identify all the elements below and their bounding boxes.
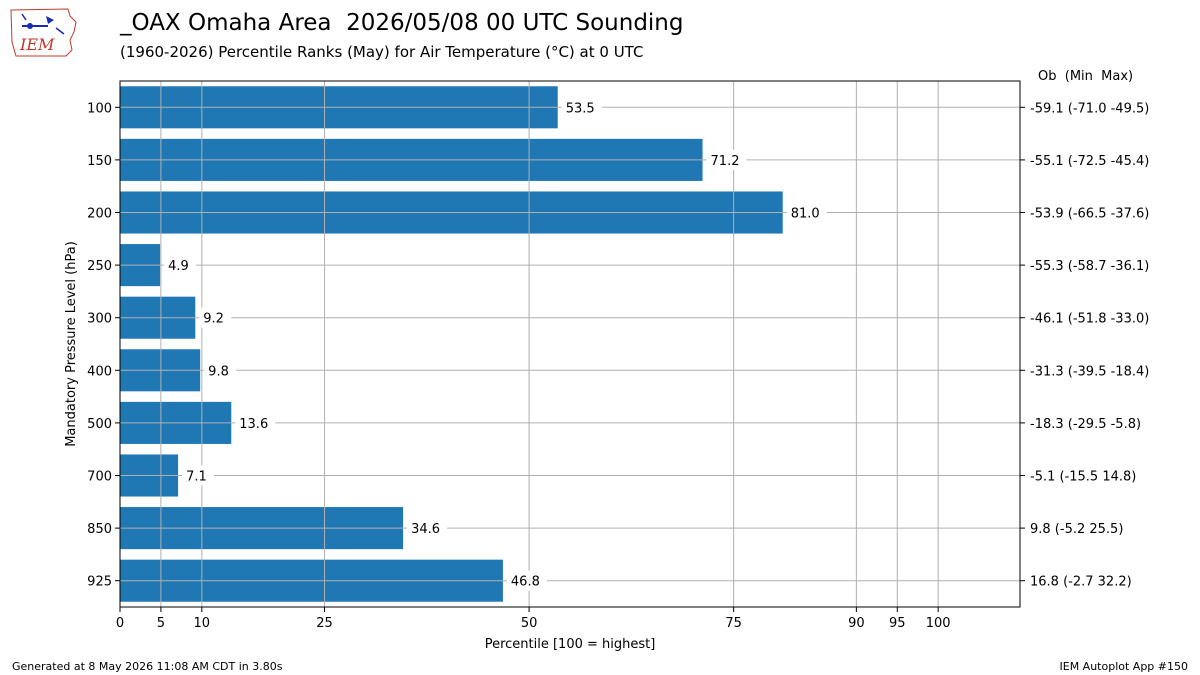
x-tick-label-75: 75 [725, 616, 742, 631]
x-tick-label-95: 95 [889, 616, 906, 631]
x-tick-label-10: 10 [194, 616, 211, 631]
value-label-100: 53.5 [566, 101, 595, 116]
right-label-850: 9.8 (-5.2 25.5) [1030, 522, 1123, 537]
value-label-250: 4.9 [168, 259, 189, 274]
x-axis-label: Percentile [100 = highest] [485, 637, 656, 652]
right-label-150: -55.1 (-72.5 -45.4) [1030, 154, 1149, 169]
right-label-250: -55.3 (-58.7 -36.1) [1030, 259, 1149, 274]
right-label-500: -18.3 (-29.5 -5.8) [1030, 417, 1141, 432]
y-tick-label-500: 500 [87, 417, 112, 432]
chart-subtitle: (1960-2026) Percentile Ranks (May) for A… [120, 43, 644, 61]
y-tick-label-700: 700 [87, 470, 112, 485]
value-label-300: 9.2 [203, 312, 224, 327]
generated-footer: Generated at 8 May 2026 11:08 AM CDT in … [12, 660, 283, 673]
right-label-200: -53.9 (-66.5 -37.6) [1030, 207, 1149, 222]
x-tick-label-0: 0 [116, 616, 124, 631]
iem-logo: IEM [8, 6, 80, 62]
value-label-bg-500 [235, 412, 276, 433]
right-label-100: -59.1 (-71.0 -49.5) [1030, 101, 1149, 116]
y-tick-label-400: 400 [87, 364, 112, 379]
value-label-200: 81.0 [791, 207, 820, 222]
value-label-bg-850 [407, 518, 448, 539]
x-tick-label-90: 90 [848, 616, 865, 631]
right-label-300: -46.1 (-51.8 -33.0) [1030, 312, 1149, 327]
y-tick-label-925: 925 [87, 575, 112, 590]
chart-title: _OAX Omaha Area 2026/05/08 00 UTC Soundi… [120, 10, 684, 36]
right-label-925: 16.8 (-2.7 32.2) [1030, 575, 1132, 590]
plot-frame [119, 80, 1021, 608]
x-tick-label-50: 50 [521, 616, 538, 631]
value-label-bg-400 [204, 360, 237, 381]
y-tick-label-250: 250 [87, 259, 112, 274]
value-label-850: 34.6 [411, 522, 440, 537]
y-tick-label-850: 850 [87, 522, 112, 537]
y-tick-label-150: 150 [87, 154, 112, 169]
app-footer: IEM Autoplot App #150 [1059, 660, 1189, 673]
y-tick-label-200: 200 [87, 207, 112, 222]
iem-iowa-logo-icon: IEM [10, 8, 77, 57]
value-label-bg-100 [561, 97, 602, 118]
value-label-bg-250 [164, 255, 197, 276]
x-tick-label-5: 5 [157, 616, 165, 631]
right-label-700: -5.1 (-15.5 14.8) [1030, 470, 1136, 485]
right-column-header: Ob (Min Max) [1038, 69, 1133, 84]
y-axis-label: Mandatory Pressure Level (hPa) [64, 241, 79, 447]
x-tick-label-100: 100 [926, 616, 951, 631]
value-label-500: 13.6 [239, 417, 268, 432]
value-label-700: 7.1 [186, 470, 207, 485]
value-label-150: 71.2 [711, 154, 740, 169]
right-label-400: -31.3 (-39.5 -18.4) [1030, 364, 1149, 379]
value-label-bg-300 [199, 307, 232, 328]
value-label-bg-700 [182, 465, 215, 486]
y-tick-label-300: 300 [87, 312, 112, 327]
value-label-925: 46.8 [511, 575, 540, 590]
x-tick-label-25: 25 [316, 616, 333, 631]
value-label-bg-925 [506, 570, 547, 591]
value-label-bg-200 [786, 202, 827, 223]
value-label-400: 9.8 [208, 364, 229, 379]
svg-text:IEM: IEM [19, 35, 55, 54]
value-label-bg-150 [706, 149, 747, 170]
y-tick-label-100: 100 [87, 101, 112, 116]
